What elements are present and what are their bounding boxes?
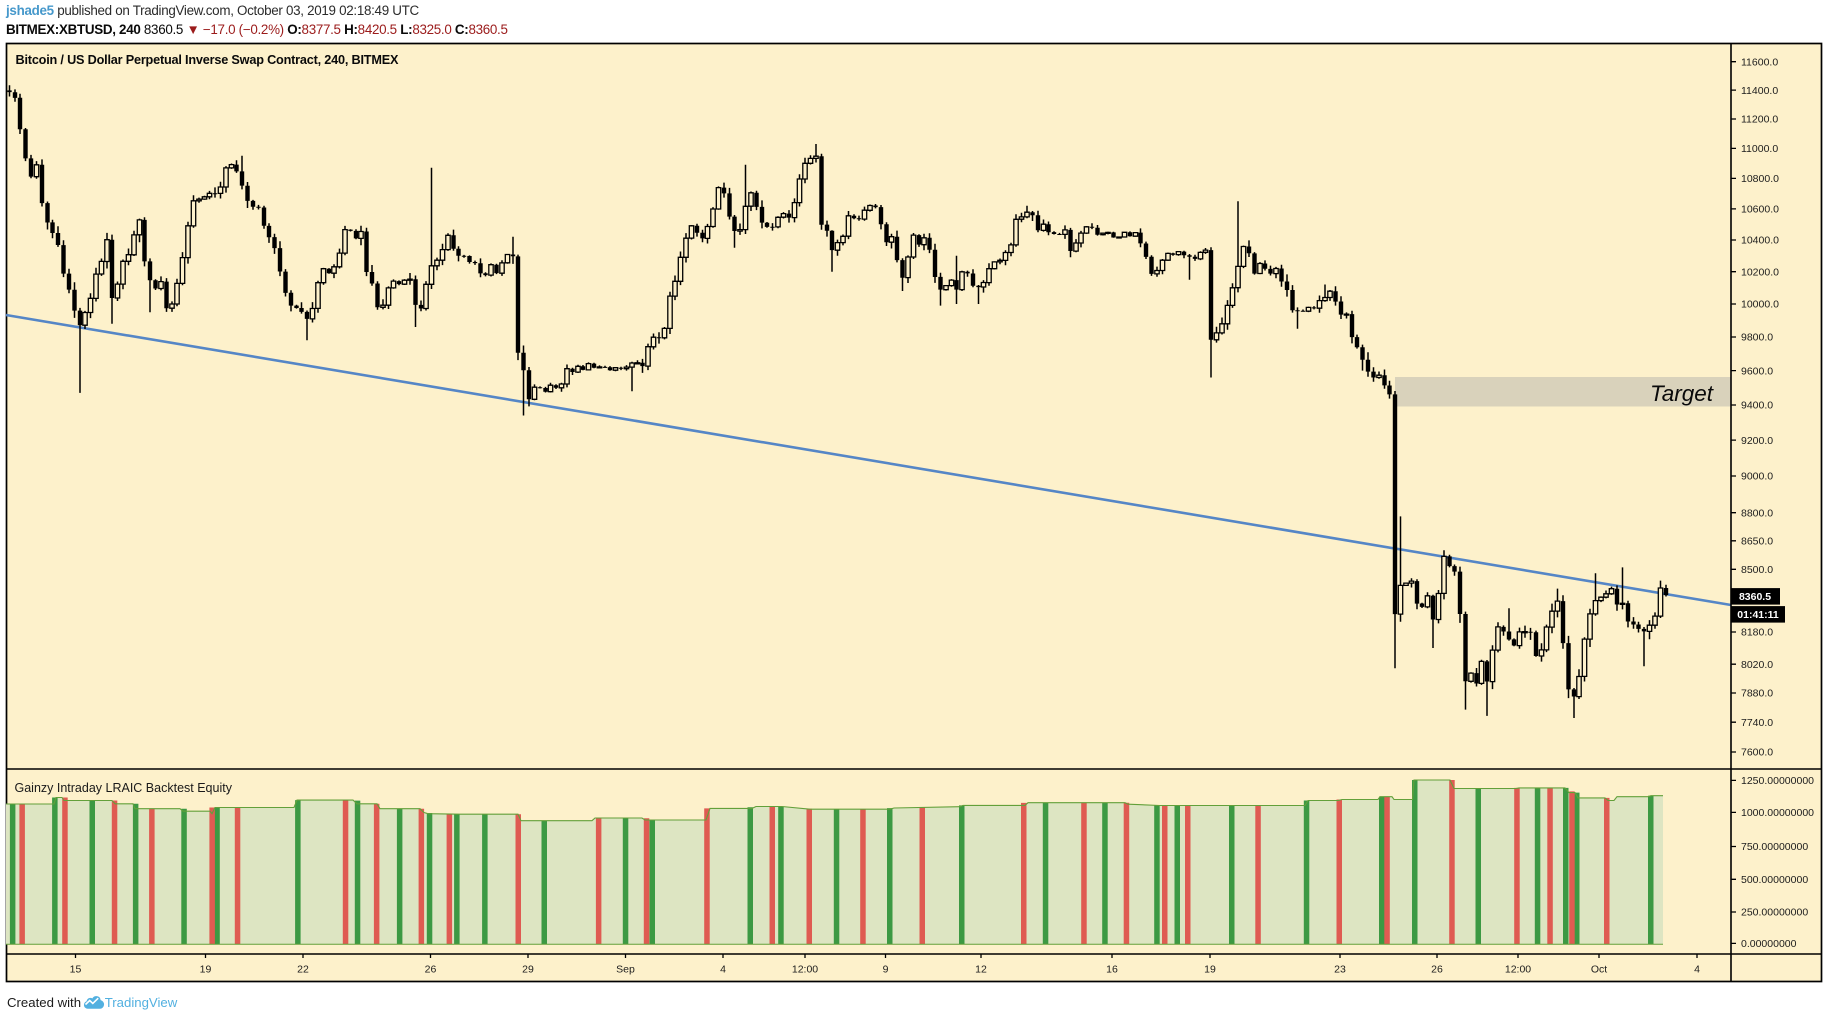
- svg-text:500.00000000: 500.00000000: [1741, 874, 1808, 886]
- svg-text:10800.0: 10800.0: [1741, 173, 1779, 185]
- svg-text:4: 4: [1694, 964, 1700, 976]
- svg-text:8500.0: 8500.0: [1741, 564, 1773, 576]
- svg-text:12: 12: [975, 964, 987, 976]
- svg-text:8800.0: 8800.0: [1741, 507, 1773, 519]
- svg-text:8650.0: 8650.0: [1741, 536, 1773, 548]
- svg-text:1250.00000000: 1250.00000000: [1741, 775, 1814, 787]
- svg-text:10400.0: 10400.0: [1741, 235, 1779, 247]
- svg-text:7600.0: 7600.0: [1741, 747, 1773, 759]
- svg-text:10000.0: 10000.0: [1741, 299, 1779, 311]
- svg-text:8360.5: 8360.5: [1739, 591, 1771, 603]
- svg-text:26: 26: [1431, 964, 1443, 976]
- svg-text:8180.0: 8180.0: [1741, 627, 1773, 639]
- svg-text:10200.0: 10200.0: [1741, 266, 1779, 278]
- svg-text:23: 23: [1334, 964, 1346, 976]
- svg-text:Sep: Sep: [616, 964, 635, 976]
- svg-text:11600.0: 11600.0: [1741, 56, 1778, 68]
- svg-text:Target: Target: [1650, 381, 1715, 406]
- svg-text:11400.0: 11400.0: [1741, 85, 1778, 97]
- svg-text:0.00000000: 0.00000000: [1741, 938, 1797, 950]
- svg-text:22: 22: [297, 964, 309, 976]
- svg-text:11200.0: 11200.0: [1741, 114, 1778, 126]
- svg-text:29: 29: [522, 964, 534, 976]
- svg-text:16: 16: [1106, 964, 1118, 976]
- svg-text:750.00000000: 750.00000000: [1741, 841, 1808, 853]
- svg-text:4: 4: [720, 964, 726, 976]
- svg-text:7880.0: 7880.0: [1741, 688, 1773, 700]
- svg-text:15: 15: [70, 964, 82, 976]
- svg-text:11000.0: 11000.0: [1741, 143, 1778, 155]
- svg-text:12:00: 12:00: [1505, 964, 1531, 976]
- svg-text:Oct: Oct: [1591, 964, 1607, 976]
- svg-text:250.00000000: 250.00000000: [1741, 907, 1808, 919]
- svg-text:Bitcoin / US Dollar Perpetual: Bitcoin / US Dollar Perpetual Inverse Sw…: [16, 53, 399, 67]
- svg-text:7740.0: 7740.0: [1741, 717, 1773, 729]
- svg-text:8020.0: 8020.0: [1741, 659, 1773, 671]
- svg-text:1000.00000000: 1000.00000000: [1741, 807, 1814, 819]
- svg-text:26: 26: [425, 964, 437, 976]
- svg-text:10600.0: 10600.0: [1741, 204, 1779, 216]
- svg-text:01:41:11: 01:41:11: [1737, 609, 1779, 621]
- svg-text:19: 19: [200, 964, 212, 976]
- svg-text:9: 9: [883, 964, 889, 976]
- svg-text:9800.0: 9800.0: [1741, 332, 1773, 344]
- svg-text:Gainzy Intraday LRAIC Backtest: Gainzy Intraday LRAIC Backtest Equity: [15, 781, 233, 795]
- svg-text:9600.0: 9600.0: [1741, 365, 1773, 377]
- svg-text:9400.0: 9400.0: [1741, 400, 1773, 412]
- svg-text:19: 19: [1204, 964, 1216, 976]
- svg-text:9000.0: 9000.0: [1741, 471, 1773, 483]
- svg-text:12:00: 12:00: [792, 964, 818, 976]
- svg-text:9200.0: 9200.0: [1741, 435, 1773, 447]
